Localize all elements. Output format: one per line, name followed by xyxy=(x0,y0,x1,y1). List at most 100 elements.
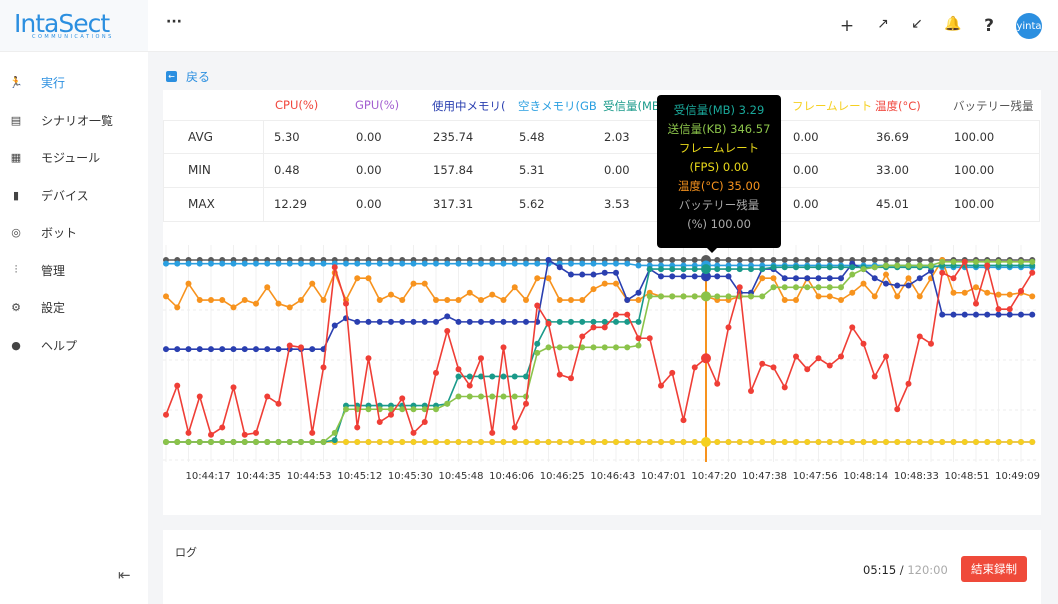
data-point xyxy=(275,439,282,445)
data-point xyxy=(388,439,394,445)
data-point xyxy=(1018,311,1024,318)
data-point xyxy=(568,318,574,325)
data-point xyxy=(354,439,361,445)
data-point xyxy=(860,439,867,445)
series-line xyxy=(166,264,1033,443)
sidebar-item[interactable]: 🏃 実行 xyxy=(0,64,148,102)
data-point xyxy=(680,273,687,280)
avatar[interactable]: yinta xyxy=(1016,13,1042,39)
sidebar-item-label: シナリオ一覧 xyxy=(41,113,114,128)
data-point xyxy=(624,260,631,267)
sidebar-item[interactable]: ▦ モジュール xyxy=(0,139,148,177)
data-point xyxy=(264,284,271,291)
sidebar-item[interactable]: ▤ シナリオ一覧 xyxy=(0,102,148,140)
data-point xyxy=(635,262,642,269)
collapse-sidebar-icon[interactable]: ⇤ xyxy=(118,566,131,584)
data-point xyxy=(253,346,259,353)
data-point xyxy=(230,260,237,267)
data-point xyxy=(590,271,597,278)
data-point xyxy=(253,429,259,436)
data-point xyxy=(793,439,799,445)
data-point xyxy=(815,439,822,445)
data-point xyxy=(466,382,473,389)
data-point xyxy=(230,384,237,391)
data-point xyxy=(624,297,631,304)
table-cell: 5.31 xyxy=(519,163,545,177)
hover-point xyxy=(701,291,711,302)
sidebar-item[interactable]: ⚙ 設定 xyxy=(0,289,148,327)
data-point xyxy=(444,313,451,320)
more-menu-button[interactable]: ··· xyxy=(166,14,182,30)
data-point xyxy=(174,260,181,267)
series-line xyxy=(165,259,1033,436)
sidebar-item[interactable]: ◎ ボット xyxy=(0,214,148,252)
data-point xyxy=(725,293,732,300)
column-header: バッテリー残量 xyxy=(953,99,1034,113)
stop-recording-button[interactable]: 結束録制 xyxy=(961,556,1027,582)
data-point xyxy=(883,271,889,278)
back-button[interactable]: ← 戻る xyxy=(166,68,210,85)
data-point xyxy=(624,311,631,318)
data-point xyxy=(804,439,811,445)
data-point xyxy=(894,439,901,445)
data-point xyxy=(770,439,777,445)
data-point xyxy=(815,293,822,300)
metrics-chart[interactable] xyxy=(163,240,1041,470)
data-point xyxy=(365,406,372,413)
sidebar-item[interactable]: ▮ デバイス xyxy=(0,177,148,215)
data-point xyxy=(219,297,226,304)
data-point xyxy=(253,439,259,445)
data-point xyxy=(365,439,372,445)
data-point xyxy=(624,318,631,325)
data-point xyxy=(838,297,844,304)
data-point xyxy=(511,260,518,267)
data-point xyxy=(196,393,203,400)
logo-subtitle: COMMUNICATIONS xyxy=(32,34,114,40)
data-point xyxy=(736,284,743,291)
data-point xyxy=(1006,306,1013,313)
data-point xyxy=(804,366,811,373)
timer-separator: / xyxy=(896,563,908,577)
tooltip-line: 送信量(KB) 346.57 xyxy=(667,122,771,136)
data-point xyxy=(781,275,788,282)
data-point xyxy=(939,258,946,265)
tooltip-line: 温度(°C) 35.00 xyxy=(677,179,761,193)
data-point xyxy=(545,320,552,327)
data-point xyxy=(219,424,226,431)
recording-timer: 05:15 / 120:00 xyxy=(863,563,948,577)
data-point xyxy=(871,275,878,282)
data-point xyxy=(523,400,529,407)
data-point xyxy=(635,342,642,349)
table-cell: 3.53 xyxy=(604,197,630,211)
data-point xyxy=(770,275,777,282)
data-point xyxy=(354,424,361,431)
data-point xyxy=(500,373,507,380)
data-point xyxy=(961,258,968,265)
sidebar-item[interactable]: ⫶ 管理 xyxy=(0,252,148,290)
bell-icon[interactable]: 🔔 xyxy=(944,16,962,32)
data-point xyxy=(309,260,316,267)
data-point xyxy=(928,439,934,445)
data-point xyxy=(590,318,597,325)
add-icon[interactable]: + xyxy=(839,16,855,36)
data-point xyxy=(196,260,203,267)
data-point xyxy=(354,275,361,282)
data-point xyxy=(984,311,991,318)
table-row: AVG 5.30 0.00 235.74 5.48 2.03 0.00 36.69 100.00 xyxy=(163,120,1040,154)
logo[interactable]: IntaSect COMMUNICATIONS xyxy=(0,0,148,52)
external-link-icon[interactable]: ↗ xyxy=(877,16,889,32)
data-point xyxy=(860,266,867,273)
data-point xyxy=(399,318,406,325)
help-icon[interactable]: ? xyxy=(984,16,994,36)
data-point xyxy=(185,429,192,436)
import-icon[interactable]: ↙ xyxy=(911,16,923,32)
data-point xyxy=(466,289,473,296)
data-point xyxy=(511,393,518,400)
data-point xyxy=(455,393,462,400)
table-cell: 0.00 xyxy=(604,163,630,177)
data-point xyxy=(748,439,754,445)
logo-text: IntaSect xyxy=(14,9,110,38)
data-point xyxy=(275,346,282,353)
data-point xyxy=(973,300,979,307)
sidebar-item[interactable]: ● ヘルプ xyxy=(0,327,148,365)
